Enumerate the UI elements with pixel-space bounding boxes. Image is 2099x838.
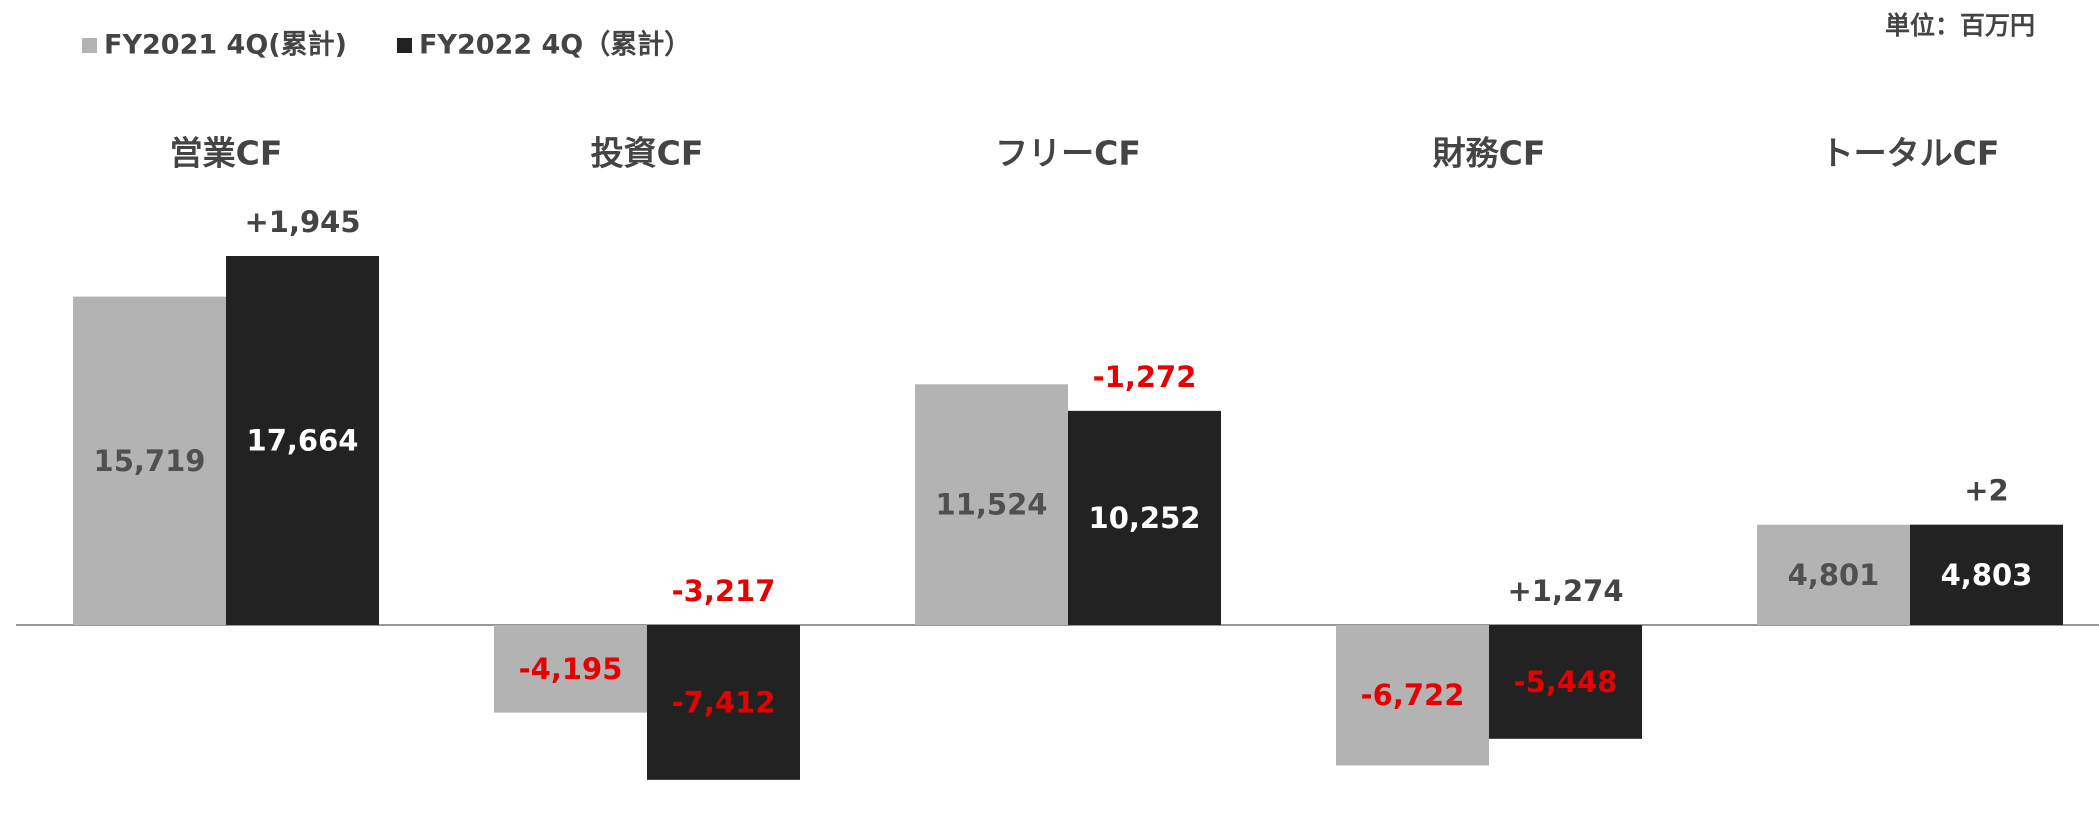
value-label: 10,252 <box>1089 501 1201 535</box>
bar <box>647 625 800 780</box>
value-label: 17,664 <box>247 424 359 458</box>
bar <box>1910 524 2063 625</box>
value-label: 4,803 <box>1941 558 2033 592</box>
category-title: 投資CF <box>591 134 704 173</box>
bar <box>1068 410 1221 625</box>
legend-swatch <box>396 38 412 53</box>
value-label: 15,719 <box>94 444 206 478</box>
value-label: -4,195 <box>519 652 623 686</box>
category-title: 財務CF <box>1433 134 1546 173</box>
difference-label: +2 <box>1964 474 2008 508</box>
difference-label: -3,217 <box>672 574 776 608</box>
value-label: -7,412 <box>672 685 776 719</box>
legend-label: FY2021 4Q(累計) <box>104 29 347 61</box>
unit-note: 単位：百万円 <box>1885 11 2035 40</box>
value-label: -6,722 <box>1361 678 1465 712</box>
legend-swatch <box>82 38 97 53</box>
bar <box>1336 625 1489 766</box>
category-title: 営業CF <box>170 134 283 173</box>
category-title: トータルCF <box>1821 134 2000 173</box>
category-title: フリーCF <box>995 134 1141 173</box>
bar <box>1757 524 1910 625</box>
value-label: 11,524 <box>936 488 1048 522</box>
difference-label: +1,274 <box>1507 574 1623 608</box>
bar <box>915 384 1068 625</box>
difference-label: +1,945 <box>244 205 360 239</box>
difference-label: -1,272 <box>1093 360 1197 394</box>
legend-label: FY2022 4Q（累計） <box>419 29 691 61</box>
bar <box>226 256 379 625</box>
value-label: 4,801 <box>1788 558 1880 592</box>
bar <box>73 296 226 625</box>
bar <box>1489 625 1642 739</box>
bar <box>494 625 647 713</box>
value-label: -5,448 <box>1514 665 1618 699</box>
